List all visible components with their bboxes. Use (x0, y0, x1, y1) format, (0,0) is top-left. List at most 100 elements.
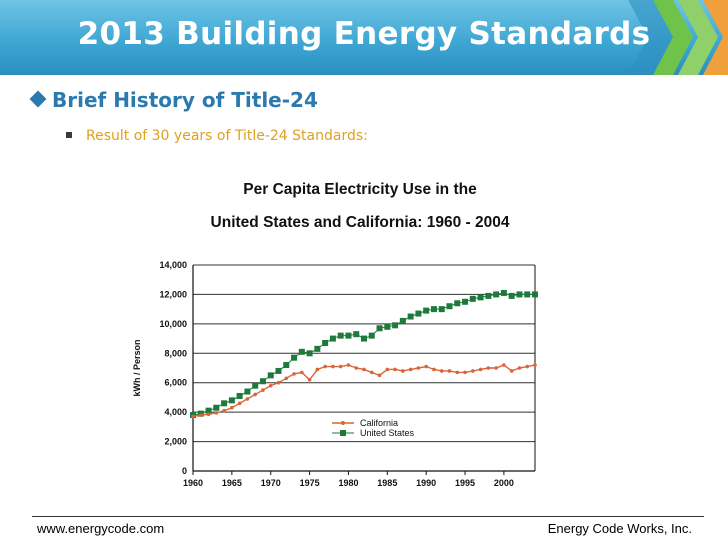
y-tick-label: 2,000 (164, 437, 187, 447)
data-point-united-states (259, 378, 266, 385)
data-point-california (432, 367, 436, 372)
x-tick-label: 1970 (261, 478, 281, 488)
data-point-california (338, 364, 343, 369)
data-point-california (463, 370, 467, 375)
data-point-united-states (392, 322, 399, 329)
data-point-united-states (493, 291, 500, 298)
data-point-california (276, 380, 281, 385)
data-point-united-states (322, 339, 329, 346)
data-point-united-states (454, 300, 461, 307)
data-point-united-states (267, 372, 274, 379)
series-line-california (192, 364, 536, 418)
data-point-united-states (275, 367, 282, 374)
data-point-united-states (384, 323, 391, 330)
data-point-united-states (477, 294, 484, 301)
data-point-united-states (291, 354, 298, 361)
data-point-california (447, 369, 452, 373)
data-point-united-states (500, 289, 507, 296)
series-line-united-states (192, 292, 535, 416)
data-point-california (471, 369, 475, 373)
x-tick-label: 1975 (300, 478, 320, 488)
heading-text: Brief History of Title-24 (52, 88, 318, 112)
data-point-united-states (415, 310, 422, 317)
data-point-california (222, 408, 226, 413)
data-point-united-states (532, 291, 538, 298)
x-tick-label: 2000 (494, 478, 514, 488)
data-point-california (191, 414, 195, 419)
data-point-california (198, 413, 203, 417)
data-point-united-states (508, 292, 515, 299)
data-point-united-states (221, 400, 228, 407)
y-axis-label: kWh / Person (132, 339, 142, 396)
footer-divider (32, 516, 704, 517)
data-point-california (494, 366, 498, 370)
data-point-california (478, 367, 483, 372)
data-point-united-states (228, 397, 235, 404)
data-point-california (214, 411, 219, 415)
data-point-california (385, 367, 390, 372)
y-tick-label: 0 (182, 466, 187, 476)
data-point-california (300, 370, 304, 375)
data-point-california (509, 369, 514, 373)
data-point-united-states (524, 291, 531, 298)
data-point-california (268, 383, 273, 388)
data-point-california (253, 392, 257, 397)
data-point-united-states (213, 404, 220, 411)
data-point-united-states (516, 291, 523, 298)
data-point-california (533, 363, 537, 367)
y-tick-label: 6,000 (164, 378, 187, 388)
y-tick-label: 10,000 (159, 319, 187, 329)
legend-label-united-states: United States (360, 428, 415, 438)
electricity-use-chart: Per Capita Electricity Use in the United … (132, 181, 538, 488)
data-point-california (323, 364, 327, 369)
diamond-bullet-icon (29, 90, 47, 108)
data-point-california (525, 364, 530, 369)
footer-company: Energy Code Works, Inc. (547, 521, 692, 536)
data-point-california (206, 412, 211, 417)
y-tick-label: 14,000 (159, 260, 187, 270)
x-tick-label: 1980 (338, 478, 358, 488)
data-point-united-states (244, 388, 251, 395)
data-point-united-states (252, 382, 259, 389)
chart-title-line: United States and California: 1960 - 200… (211, 214, 510, 231)
data-point-united-states (353, 331, 360, 338)
data-point-california (230, 405, 234, 410)
data-point-california (245, 397, 250, 401)
x-tick-label: 1995 (455, 478, 475, 488)
data-point-california (439, 369, 444, 373)
x-tick-label: 1965 (222, 478, 242, 488)
data-point-united-states (314, 345, 321, 352)
legend-label-california: California (360, 418, 398, 428)
data-point-united-states (462, 298, 469, 305)
data-point-california (416, 366, 421, 370)
data-point-california (377, 373, 382, 378)
data-point-california (362, 367, 366, 372)
footer-website: www.energycode.com (37, 521, 165, 536)
y-tick-label: 8,000 (164, 348, 187, 358)
data-point-california (455, 370, 460, 375)
square-bullet-icon (66, 132, 72, 138)
data-point-california (424, 364, 428, 369)
data-point-united-states (368, 332, 375, 339)
data-point-united-states (236, 392, 243, 399)
sub-bullet-text: Result of 30 years of Title-24 Standards… (86, 128, 368, 144)
data-point-united-states (329, 335, 336, 342)
data-point-california (331, 364, 335, 369)
data-point-united-states (423, 307, 430, 314)
data-point-united-states (376, 325, 383, 332)
x-tick-label: 1990 (416, 478, 436, 488)
legend-marker-california (341, 421, 345, 425)
data-point-california (315, 367, 320, 372)
x-tick-label: 1985 (377, 478, 397, 488)
slide-title: 2013 Building Energy Standards (77, 16, 651, 52)
data-point-california (502, 363, 506, 367)
data-point-united-states (345, 332, 352, 339)
x-tick-label: 1960 (183, 478, 203, 488)
data-point-california (369, 370, 374, 375)
data-point-united-states (298, 348, 305, 355)
sub-bullet: Result of 30 years of Title-24 Standards… (66, 128, 368, 144)
chart-title-line: Per Capita Electricity Use in the (243, 181, 477, 198)
decorative-chevrons (628, 0, 728, 75)
data-point-california (354, 366, 359, 370)
data-point-united-states (485, 292, 492, 299)
